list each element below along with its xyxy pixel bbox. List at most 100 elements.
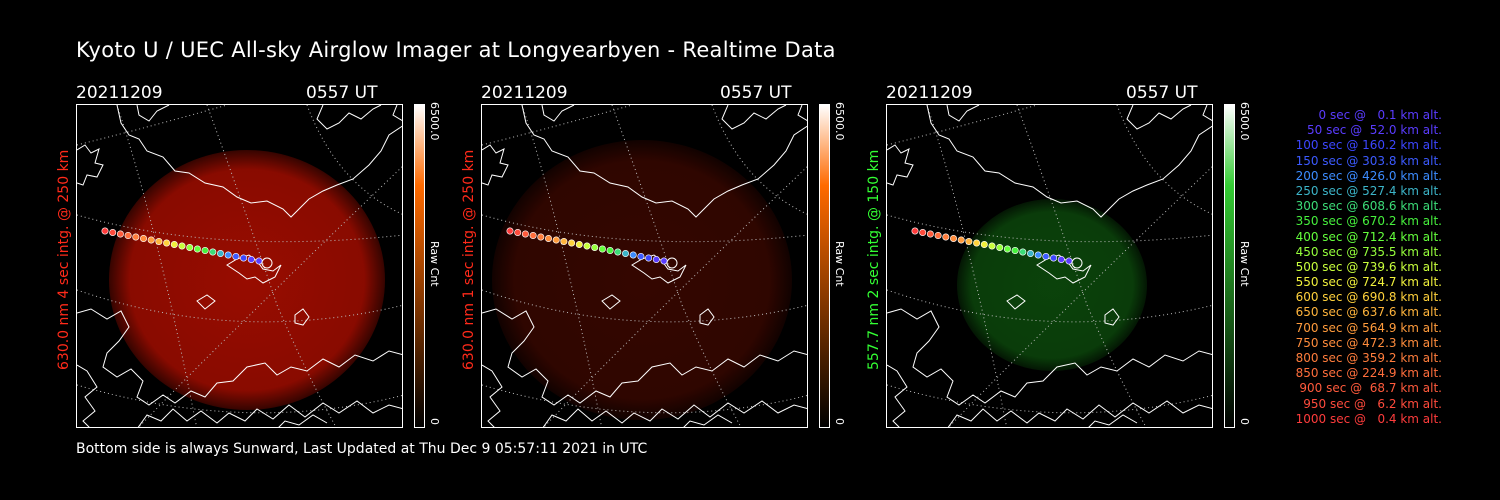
coastline [542,400,807,427]
coastline [226,254,282,284]
legend-row: 950 sec @ 6.2 km alt. [1303,396,1442,411]
track-point [583,242,591,250]
coastline [1088,414,1138,427]
track-point [973,239,981,247]
coastline [947,400,1212,427]
track-point [645,254,653,262]
panel-3-image [886,104,1213,428]
panel-2-time: 0557 UT [720,83,792,103]
coastline [1006,294,1026,310]
coastline [1036,254,1092,284]
coastline [392,105,402,121]
grid-line [543,166,807,427]
grid-line [77,384,402,414]
coastline [946,105,980,122]
coastline [196,294,216,310]
track-point [911,227,919,235]
track-point [660,257,668,265]
panel-2-colorbar-min: 0 [833,418,846,425]
track-point [575,241,583,249]
track-point [1027,250,1035,258]
coastline [699,308,715,326]
track-point [988,242,996,250]
legend-row: 400 sec @ 712.4 km alt. [1295,229,1442,244]
track-point [201,247,209,255]
legend-row: 350 sec @ 670.2 km alt. [1295,214,1442,229]
grid-line [887,384,1212,414]
legend-row: 50 sec @ 52.0 km alt. [1307,123,1442,138]
track-point [1042,253,1050,261]
panel-2-map [482,105,807,427]
coastline [1126,105,1192,130]
grid-line [887,105,1038,146]
coastline [294,308,310,326]
legend-row: 900 sec @ 68.7 km alt. [1299,381,1442,396]
panel-3-colorbar [1224,104,1235,428]
track-point [529,232,537,240]
panel-1-date: 20211209 [76,83,163,103]
grid-line [482,105,633,146]
track-point [109,229,117,237]
panel-1-colorbar-min: 0 [428,418,441,425]
track-point [568,239,576,247]
track-point [926,230,934,238]
track-point [552,236,560,244]
track-point [240,254,248,262]
coastline [136,105,170,122]
track-point [934,232,942,240]
track-point [247,256,255,264]
coastline [601,294,621,310]
grid-line [521,105,603,427]
track-point [957,236,965,244]
track-point [980,241,988,249]
coastline [77,308,402,406]
coastline [683,414,733,427]
legend-row: 1000 sec @ 0.4 km alt. [1295,411,1442,426]
panel-3-colorbar-min: 0 [1238,418,1251,425]
page-title: Kyoto U / UEC All-sky Airglow Imager at … [76,38,836,62]
track-point [139,235,147,243]
track-point [514,229,522,237]
legend-row: 650 sec @ 637.6 km alt. [1295,305,1442,320]
grid-line [887,289,1212,323]
grid-line [926,105,1008,427]
track-point [1065,257,1073,265]
grid-line [138,166,402,427]
coastline [541,105,575,122]
panel-3-colorbar-unit: Raw Cnt [1238,241,1251,287]
footer-status: Bottom side is always Sunward, Last Upda… [76,441,648,457]
coastline [77,364,98,427]
track-point [1057,256,1065,264]
track-point [147,236,155,244]
track-point [217,250,225,258]
track-point [163,239,171,247]
track-point [1050,254,1058,262]
track-point [614,248,622,256]
grid-line [482,384,807,414]
track-point [124,232,132,240]
legend-row: 850 sec @ 224.9 km alt. [1295,366,1442,381]
grid-line [77,289,402,323]
legend-row: 500 sec @ 739.6 km alt. [1295,259,1442,274]
track-point [1011,247,1019,255]
track-point [560,238,568,246]
airglow-disc [957,199,1147,371]
grid-line [116,105,198,427]
coastline [116,105,402,218]
coastline [137,400,402,427]
coastline [887,144,914,186]
track-point [629,251,637,259]
legend-row: 100 sec @ 160.2 km alt. [1295,138,1442,153]
coastline [721,105,787,130]
panel-2-colorbar-max: 6500.0 [833,102,846,141]
track-point [1003,245,1011,253]
track-point [965,238,973,246]
coastline [1202,105,1212,121]
track-point [224,251,232,259]
legend-row: 300 sec @ 608.6 km alt. [1295,199,1442,214]
legend-row: 0 sec @ 0.1 km alt. [1318,108,1443,122]
panel-1-time: 0557 UT [306,83,378,103]
panel-3-map [887,105,1212,427]
track-point [622,250,630,258]
legend-row: 600 sec @ 690.8 km alt. [1295,290,1442,305]
